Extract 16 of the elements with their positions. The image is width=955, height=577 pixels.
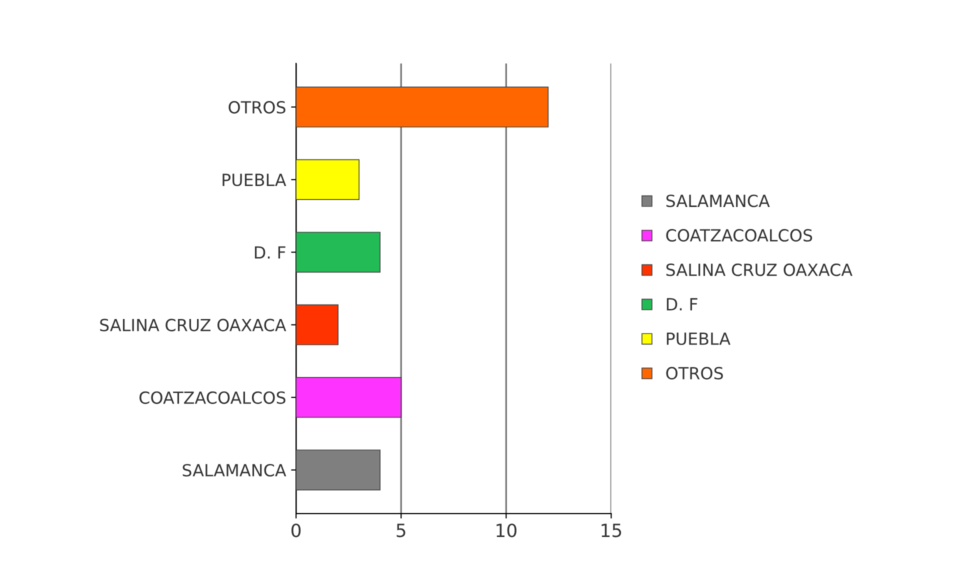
y-tick-label: OTROS bbox=[228, 100, 286, 114]
legend-label: SALAMANCA bbox=[666, 194, 770, 208]
legend-label: D. F bbox=[666, 298, 698, 310]
y-tick-label: PUEBLA bbox=[222, 174, 286, 186]
legend-label: OTROS bbox=[666, 366, 723, 380]
legend-label: PUEBLA bbox=[666, 332, 730, 346]
legend-label: SALINA CRUZ OAXACA bbox=[666, 263, 852, 276]
legend-label: COATZACOALCOS bbox=[666, 229, 812, 242]
y-tick-label: SALINA CRUZ OAXACA bbox=[100, 318, 286, 332]
x-tick-label: 5 bbox=[396, 524, 406, 538]
y-tick-label: COATZACOALCOS bbox=[139, 391, 286, 404]
y-tick-label: SALAMANCA bbox=[182, 464, 286, 477]
y-tick-label: D. F bbox=[254, 246, 286, 259]
x-tick-label: 15 bbox=[602, 524, 622, 538]
x-tick-label: 10 bbox=[496, 524, 516, 538]
x-tick-label: 0 bbox=[291, 524, 301, 538]
